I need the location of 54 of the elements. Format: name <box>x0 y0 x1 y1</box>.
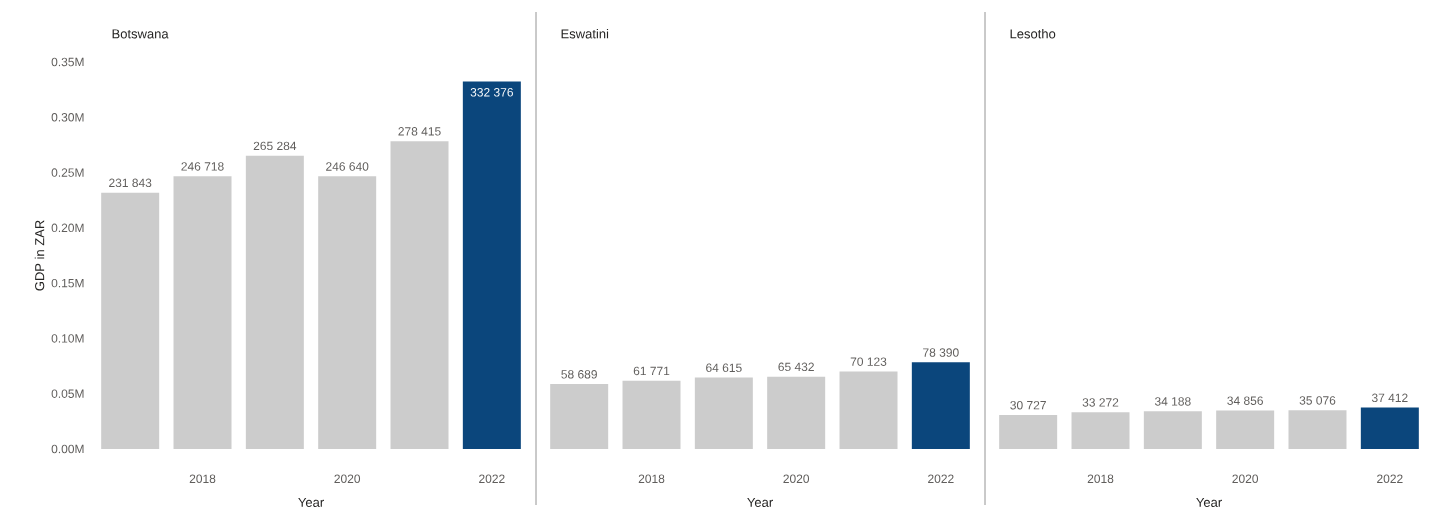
x-tick-label: 2018 <box>1087 474 1114 484</box>
x-tick-label: 2022 <box>479 474 505 484</box>
y-tick-label: 0.00M <box>51 444 84 454</box>
data-label: 30 727 <box>1010 400 1046 410</box>
data-label: 61 771 <box>633 366 670 376</box>
chart-title: Eswatini <box>561 28 609 39</box>
data-label: 231 843 <box>109 178 152 188</box>
y-tick-label: 0.20M <box>51 223 84 233</box>
bar <box>694 377 753 449</box>
x-tick-label: 2020 <box>1232 474 1259 484</box>
y-tick-label: 0.25M <box>51 168 84 177</box>
data-label: 246 718 <box>181 162 224 171</box>
data-label: 64 615 <box>706 363 742 372</box>
data-label: 58 689 <box>561 370 597 379</box>
y-tick-label: 0.15M <box>51 278 84 288</box>
bar <box>101 192 160 449</box>
y-tick-label: 0.35M <box>51 57 84 67</box>
data-label: 332 376 <box>470 88 513 97</box>
x-tick-label: 2018 <box>638 474 665 484</box>
bar <box>173 176 232 449</box>
y-tick-label: 0.05M <box>51 389 84 398</box>
data-label: 70 123 <box>850 357 887 366</box>
bar <box>622 380 681 449</box>
y-tick-label: 0.30M <box>51 113 84 122</box>
x-axis-title: Year <box>1196 497 1222 507</box>
data-label: 34 856 <box>1227 396 1263 405</box>
y-tick-label: 0.10M <box>51 334 84 343</box>
data-label: 65 432 <box>778 362 814 372</box>
x-tick-label: 2020 <box>783 474 810 484</box>
data-label: 37 412 <box>1371 393 1408 403</box>
x-axis-title: Year <box>747 497 773 507</box>
y-axis-title: GDP in ZAR <box>34 220 45 291</box>
bar <box>767 376 826 449</box>
bar <box>390 141 449 449</box>
bar <box>839 371 898 449</box>
x-tick-label: 2022 <box>1377 474 1403 484</box>
data-label: 246 640 <box>326 162 369 171</box>
x-tick-label: 2020 <box>334 474 361 484</box>
x-tick-label: 2022 <box>928 474 954 484</box>
x-axis-title: Year <box>298 497 324 507</box>
bar <box>462 81 521 449</box>
chart-title: Botswana <box>112 29 169 39</box>
bar <box>911 362 970 449</box>
data-label: 78 390 <box>923 348 959 357</box>
data-label: 265 284 <box>253 141 297 151</box>
bar <box>318 176 377 449</box>
data-label: 33 272 <box>1082 398 1119 407</box>
bar <box>550 384 609 449</box>
x-tick-label: 2018 <box>189 474 216 484</box>
bar <box>245 155 304 449</box>
data-label: 278 415 <box>398 127 441 136</box>
data-label: 34 188 <box>1154 397 1191 406</box>
data-label: 35 076 <box>1299 396 1336 405</box>
chart-title: Lesotho <box>1010 28 1056 39</box>
